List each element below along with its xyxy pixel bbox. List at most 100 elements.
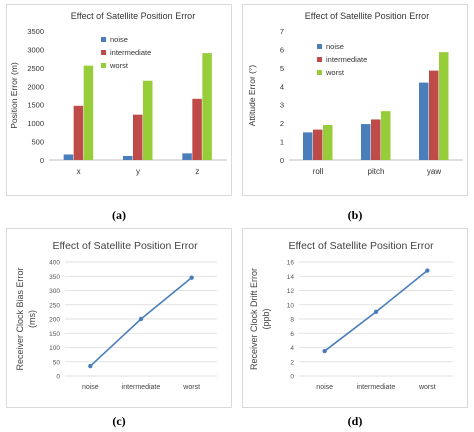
- chart-a-bar-noise: [182, 153, 192, 160]
- chart-d-title: Effect of Satellite Position Error: [288, 240, 434, 252]
- chart-b-title: Effect of Satellite Position Error: [305, 11, 429, 21]
- chart-b-ytick-label: 6: [280, 45, 284, 54]
- chart-d-data-point: [322, 348, 327, 354]
- chart-b-ytick-label: 0: [280, 156, 284, 165]
- chart-d-y-axis-label: Receiver Clock Drift Error: [249, 268, 259, 370]
- chart-a-svg: Effect of Satellite Position Error 0 500 10…: [9, 11, 227, 176]
- chart-b-ytick-label: 1: [280, 138, 284, 147]
- chart-a-bar-worst: [143, 80, 153, 160]
- chart-d-ytick-label: 2: [290, 359, 294, 366]
- chart-panel-a: Effect of Satellite Position Error 0 500 10…: [6, 4, 232, 196]
- chart-b-ytick-label: 7: [280, 27, 284, 36]
- chart-d-ytick-label: 12: [287, 288, 295, 295]
- chart-a-ytick-label: 3000: [27, 45, 44, 54]
- chart-c-ytick-label: 200: [49, 317, 60, 324]
- panel-label-d: (d): [347, 414, 363, 428]
- chart-a-ytick-label: 2000: [27, 82, 44, 91]
- chart-b-bar-worst: [381, 111, 391, 160]
- chart-d-y-axis-label: (ppb): [261, 308, 271, 329]
- chart-b-x-tick-label: roll: [313, 167, 324, 176]
- chart-panel-c: Effect of Satellite Position Error 0 50 100…: [6, 228, 232, 408]
- chart-c-x-tick-label: noise: [82, 384, 99, 391]
- chart-c-series-line: [89, 277, 193, 367]
- chart-c-svg: Effect of Satellite Position Error 0 50 100…: [15, 240, 217, 391]
- chart-panel-b: Effect of Satellite Position Error 0 1 2 3 4 5…: [242, 4, 468, 196]
- chart-d-ytick-label: 10: [287, 302, 295, 309]
- chart-b-y-axis-label: Attitude Error (°): [247, 65, 257, 127]
- chart-a-ytick-label: 2500: [27, 64, 44, 73]
- chart-d-ytick-label: 8: [290, 317, 294, 324]
- chart-b-legend-label: intermediate: [326, 55, 367, 64]
- chart-b-bar-noise: [303, 132, 313, 160]
- chart-c-x-tick-label: worst: [182, 384, 200, 391]
- chart-b-bar-noise: [419, 82, 429, 160]
- chart-b-x-tick-label: pitch: [368, 167, 385, 176]
- chart-a-legend-label: worst: [109, 61, 129, 70]
- chart-a-x-tick-label: z: [195, 167, 199, 176]
- chart-a-bar-intermediate: [192, 98, 202, 160]
- chart-d-ytick-label: 16: [287, 260, 295, 267]
- chart-c-ytick-label: 0: [56, 374, 60, 381]
- chart-b-legend-label: noise: [326, 42, 344, 51]
- chart-c-data-point: [138, 316, 144, 322]
- chart-d-data-point: [425, 268, 430, 273]
- chart-a-ytick-label: 3500: [27, 27, 44, 36]
- chart-c-title: Effect of Satellite Position Error: [52, 240, 198, 252]
- chart-c-ytick-label: 350: [49, 274, 60, 281]
- chart-c-ytick-label: 150: [49, 331, 60, 338]
- chart-b-bar-intermediate: [313, 129, 323, 160]
- chart-a-legend-swatch: [101, 37, 106, 42]
- chart-c-ytick-label: 100: [49, 345, 60, 352]
- chart-b-bar-intermediate: [429, 70, 439, 160]
- chart-b-legend-label: worst: [325, 68, 345, 77]
- chart-d-x-tick-label: intermediate: [357, 384, 396, 391]
- chart-c-ytick-label: 250: [49, 302, 60, 309]
- chart-a-bar-intermediate: [73, 105, 84, 160]
- chart-d-svg: Effect of Satellite Position Error 0 2 4 6 8 1…: [249, 240, 453, 391]
- chart-a-legend-swatch: [101, 50, 106, 55]
- chart-a-ytick-label: 500: [31, 138, 44, 147]
- chart-b-legend-swatch: [317, 70, 322, 75]
- chart-a-legend-label: noise: [110, 35, 128, 44]
- chart-b-ytick-label: 3: [280, 101, 284, 110]
- chart-a-bar-worst: [202, 53, 212, 160]
- chart-panel-d: Effect of Satellite Position Error 0 2 4 6 8 1…: [242, 228, 468, 408]
- chart-b-legend-swatch: [317, 57, 322, 62]
- panel-label-a: (a): [112, 208, 126, 222]
- chart-d-ytick-label: 0: [290, 374, 294, 381]
- chart-a-y-axis-label: Position Error (m): [9, 62, 19, 129]
- chart-b-ytick-label: 4: [280, 82, 284, 91]
- chart-d-ytick-label: 14: [287, 274, 295, 281]
- chart-b-svg: Effect of Satellite Position Error 0 1 2 3 4 5…: [247, 11, 463, 176]
- chart-b-bar-worst: [323, 124, 333, 160]
- chart-a-ytick-label: 0: [40, 156, 44, 165]
- chart-c-ytick-label: 50: [53, 359, 61, 366]
- chart-b-ytick-label: 2: [280, 119, 284, 128]
- chart-a-title: Effect of Satellite Position Error: [71, 11, 195, 21]
- chart-d-x-tick-label: worst: [418, 384, 436, 391]
- chart-a-legend-swatch: [101, 63, 106, 68]
- chart-c-y-axis-label: Receiver Clock Bias Error: [15, 267, 25, 370]
- chart-d-ytick-label: 4: [290, 345, 294, 352]
- chart-d-ytick-label: 6: [290, 331, 294, 338]
- chart-a-ytick-label: 1000: [27, 119, 44, 128]
- chart-a-bar-noise: [123, 155, 133, 160]
- chart-b-x-tick-label: yaw: [427, 167, 441, 176]
- chart-c-data-point: [88, 363, 93, 369]
- panel-label-c: (c): [112, 414, 126, 428]
- chart-a-legend-label: intermediate: [110, 48, 151, 57]
- chart-b-bar-intermediate: [371, 119, 381, 160]
- chart-b-bar-worst: [439, 52, 449, 160]
- chart-c-data-point: [189, 275, 194, 280]
- chart-d-x-tick-label: noise: [316, 384, 333, 391]
- chart-c-y-axis-label: (ms): [27, 310, 37, 328]
- chart-a-bar-intermediate: [133, 114, 143, 160]
- chart-c-x-tick-label: intermediate: [122, 384, 161, 391]
- chart-d-data-point: [373, 309, 379, 315]
- chart-b-legend-swatch: [317, 44, 322, 49]
- chart-a-ytick-label: 1500: [27, 101, 44, 110]
- chart-b-ytick-label: 5: [280, 64, 284, 73]
- chart-a-bar-noise: [63, 154, 74, 160]
- chart-b-bar-noise: [361, 124, 371, 160]
- chart-a-x-tick-label: y: [136, 167, 140, 176]
